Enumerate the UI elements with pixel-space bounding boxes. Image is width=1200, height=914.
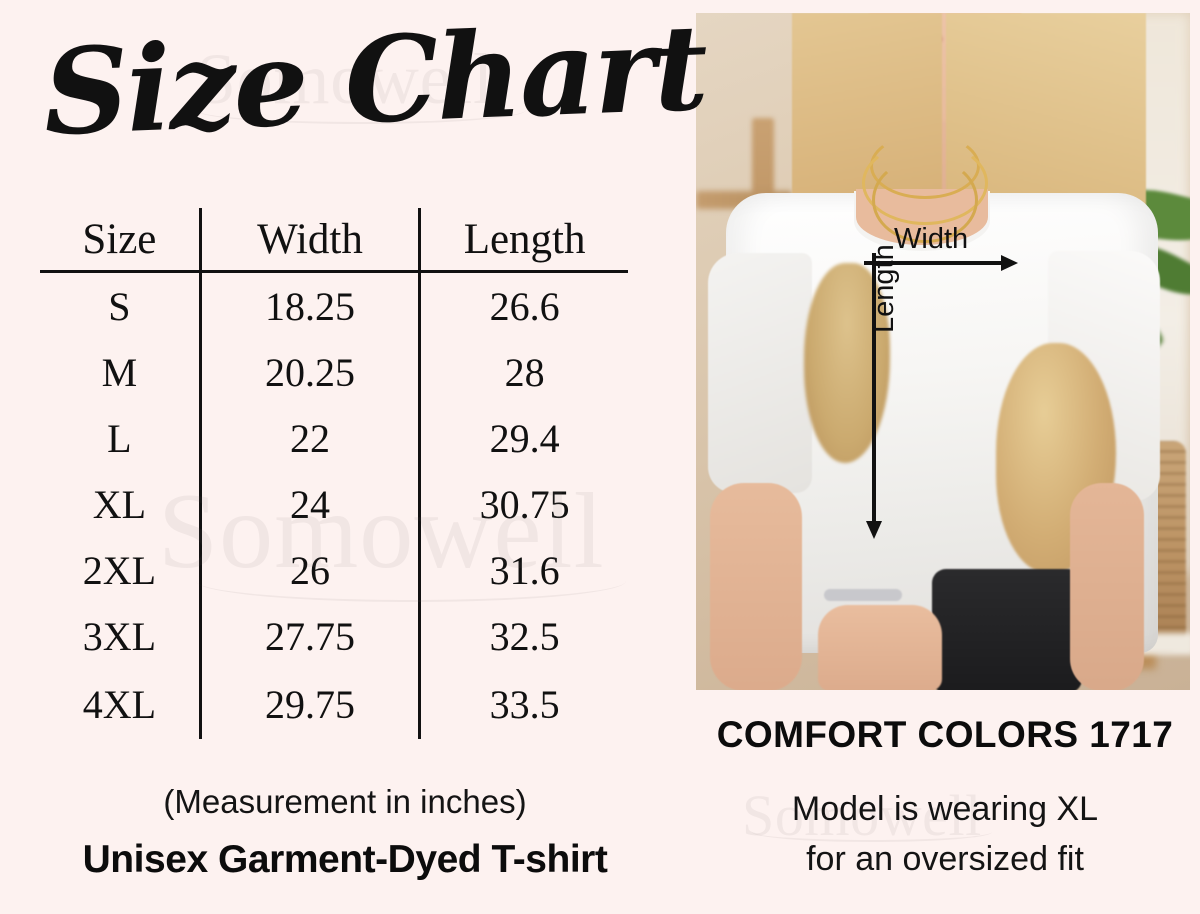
cell-length: 26.6	[489, 283, 560, 329]
cell-width: 20.25	[200, 339, 422, 405]
measurement-arrows-svg	[864, 253, 1018, 539]
cell-width: 29.75	[200, 669, 422, 739]
photo-model-arm	[1070, 483, 1144, 690]
measurement-annotations: Width Length	[696, 13, 1190, 690]
photo-gold-necklace	[872, 157, 978, 243]
product-name: Unisex Garment-Dyed T-shirt	[82, 838, 608, 881]
column-header-size: Size	[40, 208, 202, 273]
column-header-length: Length	[419, 208, 628, 273]
photo-model-bracelet	[824, 589, 902, 601]
table-head: Size Width Length	[40, 208, 628, 273]
size-table-container: Size Width Length S 18.25 26.6 M 20.25 2…	[40, 208, 630, 739]
table-header-row: Size Width Length	[40, 208, 628, 273]
cell-width: 24	[200, 471, 422, 537]
cell-size: M	[40, 339, 202, 405]
cell-width: 22	[200, 405, 422, 471]
cell-size: S	[40, 271, 202, 339]
cell-length: 30.75	[479, 481, 570, 527]
table-row: L 22 29.4	[40, 405, 628, 471]
cell-width: 26	[200, 537, 422, 603]
cell-size: XL	[40, 471, 202, 537]
page-title: Size Chart	[40, 0, 709, 162]
table-body: S 18.25 26.6 M 20.25 28 L 22 29.4 XL 24	[40, 271, 628, 739]
table-row: M 20.25 28	[40, 339, 628, 405]
table-row: XL 24 30.75	[40, 471, 628, 537]
photo-tshirt-sleeve	[708, 253, 812, 493]
photo-model-arm	[710, 483, 802, 690]
size-table: Size Width Length S 18.25 26.6 M 20.25 2…	[40, 208, 628, 739]
table-row: 3XL 27.75 32.5	[40, 603, 628, 669]
length-annotation-label: Length	[868, 244, 900, 333]
size-chart-panel: Somowell Size Chart Somowell Size Width …	[40, 0, 709, 881]
cell-size: 4XL	[40, 669, 202, 739]
cell-size: 2XL	[40, 537, 202, 603]
length-arrowhead-icon	[866, 521, 882, 539]
photo-model-hand	[818, 605, 942, 690]
brand-label: COMFORT COLORS 1717	[716, 714, 1174, 755]
model-note-line-2: for an oversized fit	[806, 840, 1084, 878]
cell-length: 32.5	[489, 613, 560, 659]
model-photo: Width Length	[696, 13, 1190, 690]
cell-size: L	[40, 405, 202, 471]
cell-width: 27.75	[200, 603, 422, 669]
model-note-line-1: Model is wearing XL	[791, 790, 1099, 828]
cell-length: 31.6	[489, 547, 560, 593]
cell-length: 28	[504, 349, 545, 395]
table-row: S 18.25 26.6	[40, 271, 628, 339]
cell-size: 3XL	[40, 603, 202, 669]
cell-length: 33.5	[489, 681, 560, 727]
photo-model-shorts	[932, 569, 1082, 690]
cell-length: 29.4	[489, 415, 560, 461]
column-header-width: Width	[200, 208, 422, 273]
measurement-note: (Measurement in inches)	[163, 783, 527, 820]
table-row: 2XL 26 31.6	[40, 537, 628, 603]
cell-width: 18.25	[200, 271, 422, 339]
width-annotation-label: Width	[894, 223, 969, 255]
width-arrowhead-icon	[1001, 255, 1018, 271]
table-row: 4XL 29.75 33.5	[40, 669, 628, 739]
